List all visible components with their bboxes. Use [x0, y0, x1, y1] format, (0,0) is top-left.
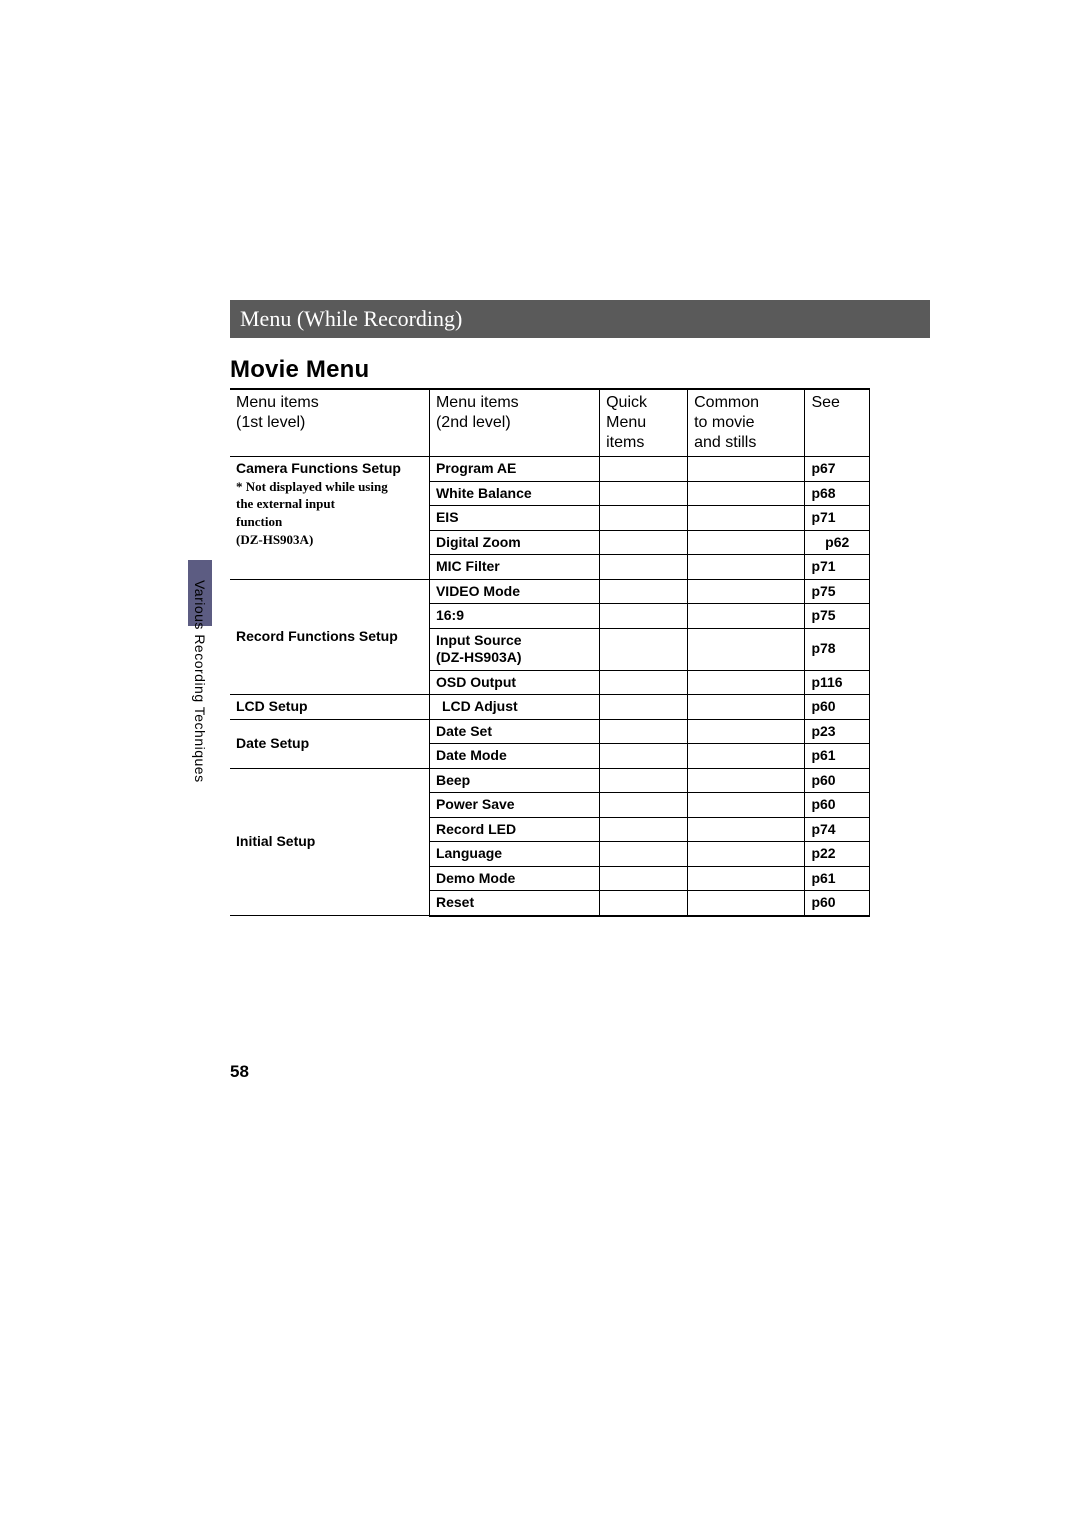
level2-item: White Balance	[429, 481, 599, 506]
quick-cell	[600, 555, 688, 580]
movie-menu-table: Menu items(1st level) Menu items(2nd lev…	[230, 388, 870, 917]
common-cell	[688, 506, 805, 531]
common-cell	[688, 793, 805, 818]
common-cell	[688, 579, 805, 604]
common-cell	[688, 530, 805, 555]
common-cell	[688, 604, 805, 629]
common-cell	[688, 628, 805, 670]
see-cell: p68	[805, 481, 870, 506]
see-cell: p23	[805, 719, 870, 744]
col-header-5: See	[805, 389, 870, 457]
common-cell	[688, 719, 805, 744]
side-section-label: Various Recording Techniques	[192, 580, 208, 783]
level2-item: VIDEO Mode	[429, 579, 599, 604]
see-cell: p74	[805, 817, 870, 842]
section-header-bar: Menu (While Recording)	[230, 300, 930, 338]
quick-cell	[600, 457, 688, 482]
common-cell	[688, 817, 805, 842]
quick-cell	[600, 768, 688, 793]
common-cell	[688, 695, 805, 720]
level1-lcd-setup: LCD Setup	[230, 695, 429, 720]
see-cell: p62	[805, 530, 870, 555]
level2-item: LCD Adjust	[429, 695, 599, 720]
table-row: Record Functions Setup VIDEO Mode p75	[230, 579, 870, 604]
see-cell: p60	[805, 891, 870, 916]
level1-record-functions: Record Functions Setup	[230, 579, 429, 695]
level2-item: Reset	[429, 891, 599, 916]
see-cell: p22	[805, 842, 870, 867]
page-number: 58	[230, 1062, 249, 1082]
quick-cell	[600, 695, 688, 720]
level2-item: 16:9	[429, 604, 599, 629]
manual-page: Menu (While Recording) Movie Menu Variou…	[0, 0, 1080, 1527]
col-header-4: Commonto movieand stills	[688, 389, 805, 457]
level2-item: Record LED	[429, 817, 599, 842]
common-cell	[688, 891, 805, 916]
table-row: Initial Setup Beep p60	[230, 768, 870, 793]
see-cell: p78	[805, 628, 870, 670]
level2-item: Language	[429, 842, 599, 867]
movie-menu-title: Movie Menu	[230, 356, 930, 384]
level2-item: MIC Filter	[429, 555, 599, 580]
quick-cell	[600, 670, 688, 695]
see-cell: p75	[805, 579, 870, 604]
see-cell: p60	[805, 695, 870, 720]
see-cell: p61	[805, 866, 870, 891]
level1-date-setup: Date Setup	[230, 719, 429, 768]
common-cell	[688, 768, 805, 793]
level2-item: Demo Mode	[429, 866, 599, 891]
see-cell: p61	[805, 744, 870, 769]
level2-item: Power Save	[429, 793, 599, 818]
level2-item: Date Mode	[429, 744, 599, 769]
level2-item: Digital Zoom	[429, 530, 599, 555]
common-cell	[688, 457, 805, 482]
level2-item: Beep	[429, 768, 599, 793]
see-cell: p60	[805, 793, 870, 818]
common-cell	[688, 670, 805, 695]
level2-item: OSD Output	[429, 670, 599, 695]
table-row: Date Setup Date Set p23	[230, 719, 870, 744]
level1-camera-functions: Camera Functions Setup * Not displayed w…	[230, 457, 429, 580]
quick-cell	[600, 842, 688, 867]
level2-item: Date Set	[429, 719, 599, 744]
see-cell: p60	[805, 768, 870, 793]
see-cell: p116	[805, 670, 870, 695]
table-row: LCD Setup LCD Adjust p60	[230, 695, 870, 720]
col-header-3: QuickMenuitems	[600, 389, 688, 457]
quick-cell	[600, 530, 688, 555]
quick-cell	[600, 817, 688, 842]
quick-cell	[600, 579, 688, 604]
common-cell	[688, 481, 805, 506]
common-cell	[688, 866, 805, 891]
quick-cell	[600, 481, 688, 506]
quick-cell	[600, 628, 688, 670]
level2-item: Program AE	[429, 457, 599, 482]
level1-initial-setup: Initial Setup	[230, 768, 429, 916]
quick-cell	[600, 719, 688, 744]
table-row: Camera Functions Setup * Not displayed w…	[230, 457, 870, 482]
level2-item: Input Source(DZ-HS903A)	[429, 628, 599, 670]
quick-cell	[600, 506, 688, 531]
see-cell: p71	[805, 555, 870, 580]
quick-cell	[600, 891, 688, 916]
quick-cell	[600, 744, 688, 769]
quick-cell	[600, 866, 688, 891]
col-header-1: Menu items(1st level)	[230, 389, 429, 457]
level2-item: EIS	[429, 506, 599, 531]
see-cell: p71	[805, 506, 870, 531]
common-cell	[688, 842, 805, 867]
quick-cell	[600, 793, 688, 818]
col-header-2: Menu items(2nd level)	[429, 389, 599, 457]
see-cell: p67	[805, 457, 870, 482]
see-cell: p75	[805, 604, 870, 629]
quick-cell	[600, 604, 688, 629]
common-cell	[688, 744, 805, 769]
common-cell	[688, 555, 805, 580]
